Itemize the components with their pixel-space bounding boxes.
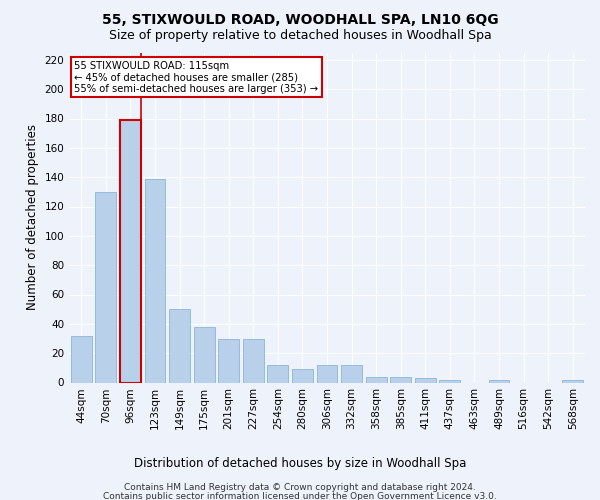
Bar [390,376,411,382]
Y-axis label: Number of detached properties: Number of detached properties [26,124,39,310]
Text: Contains public sector information licensed under the Open Government Licence v3: Contains public sector information licen… [103,492,497,500]
Bar [439,380,460,382]
Bar [268,365,289,382]
Bar [71,336,92,382]
Bar [488,380,509,382]
Bar [169,309,190,382]
Bar [194,327,215,382]
Bar [317,365,337,382]
Text: 55 STIXWOULD ROAD: 115sqm
← 45% of detached houses are smaller (285)
55% of semi: 55 STIXWOULD ROAD: 115sqm ← 45% of detac… [74,60,318,94]
Text: 55, STIXWOULD ROAD, WOODHALL SPA, LN10 6QG: 55, STIXWOULD ROAD, WOODHALL SPA, LN10 6… [101,12,499,26]
Bar [95,192,116,382]
Bar [218,338,239,382]
Bar [365,376,386,382]
Text: Contains HM Land Registry data © Crown copyright and database right 2024.: Contains HM Land Registry data © Crown c… [124,484,476,492]
Bar [562,380,583,382]
Text: Distribution of detached houses by size in Woodhall Spa: Distribution of detached houses by size … [134,458,466,470]
Text: Size of property relative to detached houses in Woodhall Spa: Size of property relative to detached ho… [109,29,491,42]
Bar [341,365,362,382]
Bar [145,178,166,382]
Bar [292,370,313,382]
Bar [415,378,436,382]
Bar [120,120,141,382]
Bar [243,338,264,382]
